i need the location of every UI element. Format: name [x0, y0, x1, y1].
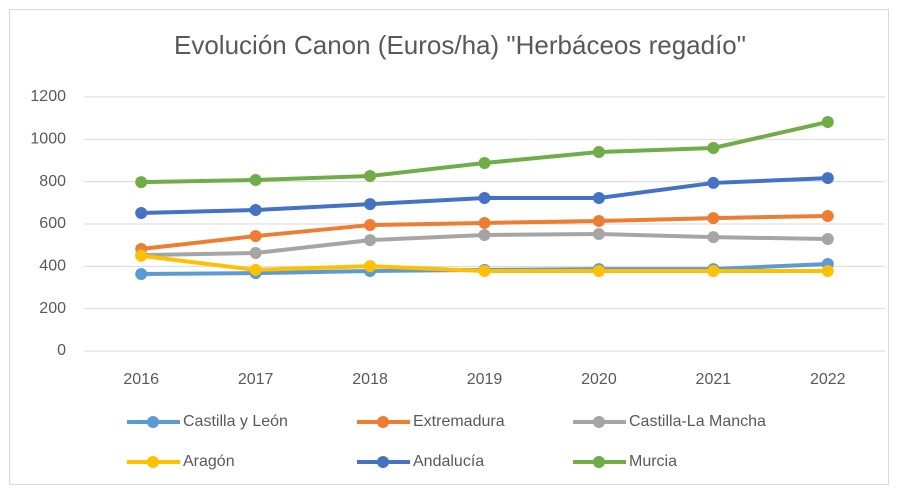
- legend-label: Castilla-La Mancha: [629, 413, 766, 430]
- data-point: [135, 267, 148, 280]
- data-point: [249, 230, 262, 243]
- y-tick-label: 1200: [30, 88, 66, 105]
- data-point: [707, 142, 720, 155]
- x-tick-label: 2016: [123, 371, 159, 388]
- legend-label: Castilla y León: [183, 413, 288, 430]
- x-tick-label: 2017: [238, 371, 274, 388]
- data-point: [364, 219, 377, 232]
- x-tick-label: 2020: [581, 371, 617, 388]
- data-point: [707, 231, 720, 244]
- legend-marker: [593, 416, 605, 428]
- data-point: [249, 204, 262, 217]
- x-tick-label: 2021: [696, 371, 732, 388]
- y-tick-label: 1000: [30, 131, 66, 148]
- x-tick-label: 2022: [810, 371, 846, 388]
- data-point: [364, 169, 377, 182]
- data-point: [478, 191, 491, 204]
- data-point: [478, 216, 491, 229]
- data-point: [821, 172, 834, 185]
- y-tick-label: 800: [39, 173, 66, 190]
- data-point: [135, 249, 148, 262]
- legend-label: Murcia: [629, 453, 677, 470]
- data-point: [478, 229, 491, 242]
- legend-marker: [593, 456, 605, 468]
- x-tick-label: 2018: [352, 371, 388, 388]
- legend-marker: [377, 456, 389, 468]
- data-point: [478, 157, 491, 170]
- data-point: [707, 264, 720, 277]
- legend-marker: [377, 416, 389, 428]
- data-point: [592, 227, 605, 240]
- data-point: [821, 209, 834, 222]
- y-tick-label: 0: [57, 342, 66, 359]
- data-point: [592, 264, 605, 277]
- data-point: [135, 176, 148, 189]
- data-point: [821, 233, 834, 246]
- legend-label: Aragón: [183, 453, 235, 470]
- data-point: [249, 246, 262, 259]
- data-point: [592, 146, 605, 159]
- data-point: [592, 215, 605, 228]
- data-point: [478, 264, 491, 277]
- data-point: [707, 176, 720, 189]
- chart-title: Evolución Canon (Euros/ha) "Herbáceos re…: [174, 30, 746, 60]
- data-point: [821, 115, 834, 128]
- data-point: [592, 191, 605, 204]
- data-point: [249, 263, 262, 276]
- legend-label: Extremadura: [413, 413, 505, 430]
- data-point: [249, 173, 262, 186]
- data-point: [364, 260, 377, 273]
- legend-marker: [147, 456, 159, 468]
- legend-marker: [147, 416, 159, 428]
- legend-label: Andalucía: [413, 453, 484, 470]
- data-point: [364, 198, 377, 211]
- y-tick-label: 400: [39, 258, 66, 275]
- y-tick-label: 600: [39, 215, 66, 232]
- y-tick-label: 200: [39, 300, 66, 317]
- data-point: [364, 234, 377, 247]
- data-point: [821, 264, 834, 277]
- data-point: [707, 212, 720, 225]
- data-point: [135, 206, 148, 219]
- x-tick-label: 2019: [467, 371, 503, 388]
